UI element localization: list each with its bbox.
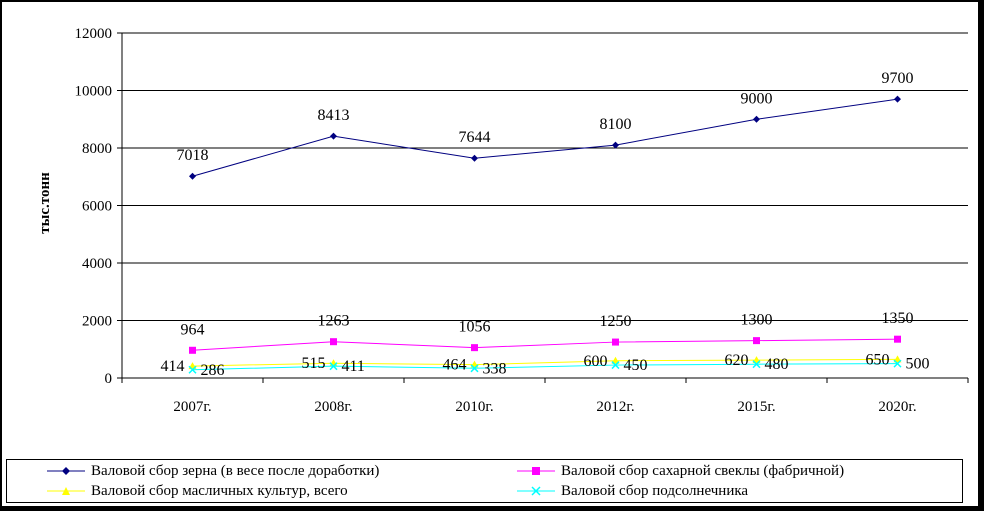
line-chart: 0 2000 4000 6000 8000 10000 12000 2007г. 2008г.… bbox=[37, 26, 969, 415]
data-label-sugar-beet: 1300 bbox=[741, 312, 773, 329]
data-point-grain bbox=[753, 115, 760, 123]
legend-label: Валовой сбор масличных культур, всего bbox=[91, 483, 348, 499]
x-tick-label: 2020г. bbox=[878, 399, 916, 415]
y-tick-label: 12000 bbox=[75, 26, 113, 42]
data-point-oilseeds bbox=[611, 356, 620, 364]
data-label-sunflower: 480 bbox=[765, 356, 789, 373]
x-tick-label: 2007г. bbox=[173, 399, 211, 415]
data-point-grain bbox=[894, 95, 901, 103]
series-lines bbox=[188, 95, 902, 374]
data-label-grain: 8413 bbox=[318, 107, 350, 124]
legend-marker-diamond-icon bbox=[47, 467, 85, 475]
data-point-sunflower bbox=[329, 362, 338, 371]
y-tick-label: 4000 bbox=[82, 256, 112, 272]
data-label-grain: 7018 bbox=[177, 147, 209, 164]
legend-label: Валовой сбор зерна (в весе после доработ… bbox=[91, 463, 380, 479]
gridlines bbox=[122, 32, 968, 379]
data-label-sunflower: 411 bbox=[342, 358, 365, 375]
y-axis-label: тыс.тонн bbox=[37, 172, 53, 234]
series-line-sunflower bbox=[192, 363, 898, 371]
data-label-oilseeds: 464 bbox=[443, 357, 467, 374]
data-point-sunflower bbox=[611, 361, 620, 370]
data-point-sugar-beet bbox=[894, 335, 901, 343]
y-tick-label: 0 bbox=[105, 371, 113, 387]
legend-label: Валовой сбор подсолнечника bbox=[561, 483, 749, 499]
legend-item-grain: Валовой сбор зерна (в весе после доработ… bbox=[47, 462, 379, 480]
series-line-grain bbox=[192, 98, 898, 177]
y-tick-label: 6000 bbox=[82, 199, 112, 215]
data-point-sunflower bbox=[893, 359, 902, 368]
data-point-sugar-beet bbox=[471, 344, 478, 352]
data-labels: 7018 8413 7644 8100 9000 9700 964 1263 1056 1250 1… bbox=[161, 70, 930, 379]
y-tick-label: 2000 bbox=[82, 314, 112, 330]
data-label-sunflower: 500 bbox=[906, 356, 930, 373]
data-point-grain bbox=[612, 141, 619, 149]
legend-marker-triangle-icon bbox=[47, 487, 85, 495]
data-point-sunflower bbox=[752, 360, 761, 369]
x-tick-label: 2010г. bbox=[455, 399, 493, 415]
y-tick-label: 8000 bbox=[82, 141, 112, 157]
data-label-sunflower: 286 bbox=[201, 362, 225, 379]
x-tick-label: 2012г. bbox=[596, 399, 634, 415]
series-line-sugar-beet bbox=[192, 338, 898, 351]
data-point-grain bbox=[471, 154, 478, 162]
data-label-oilseeds: 600 bbox=[584, 353, 608, 370]
data-label-sugar-beet: 1056 bbox=[459, 319, 491, 336]
data-point-sugar-beet bbox=[189, 346, 196, 354]
data-label-grain: 7644 bbox=[459, 129, 491, 146]
data-point-grain bbox=[330, 132, 337, 140]
data-point-sugar-beet bbox=[330, 338, 337, 346]
data-label-grain: 8100 bbox=[600, 116, 632, 133]
data-label-sunflower: 450 bbox=[624, 357, 648, 374]
data-point-sugar-beet bbox=[612, 338, 619, 346]
data-label-grain: 9000 bbox=[741, 90, 773, 107]
data-point-sugar-beet bbox=[753, 337, 760, 345]
data-label-grain: 9700 bbox=[882, 70, 914, 87]
data-label-sugar-beet: 1250 bbox=[600, 313, 632, 330]
data-point-sunflower bbox=[188, 365, 197, 374]
data-label-sugar-beet: 964 bbox=[181, 321, 205, 338]
chart-frame: 0 2000 4000 6000 8000 10000 12000 2007г. 2008г.… bbox=[2, 2, 978, 506]
x-axis-ticks: 2007г. 2008г. 2010г. 2012г. 2015г. 2020г. bbox=[121, 377, 969, 415]
legend-marker-x-icon bbox=[517, 486, 555, 496]
y-tick-label: 10000 bbox=[75, 84, 113, 100]
data-label-sunflower: 338 bbox=[483, 360, 507, 377]
series-line-oilseeds bbox=[192, 358, 898, 367]
data-point-sunflower bbox=[470, 364, 479, 373]
data-label-sugar-beet: 1263 bbox=[318, 313, 350, 330]
data-label-oilseeds: 650 bbox=[866, 351, 890, 368]
x-tick-label: 2008г. bbox=[314, 399, 352, 415]
data-label-oilseeds: 620 bbox=[725, 352, 749, 369]
legend-label: Валовой сбор сахарной свеклы (фабричной) bbox=[561, 463, 845, 479]
data-label-oilseeds: 414 bbox=[161, 358, 185, 375]
legend-item-oilseeds: Валовой сбор масличных культур, всего bbox=[47, 482, 348, 500]
data-point-oilseeds bbox=[893, 355, 902, 363]
legend-item-sugar-beet: Валовой сбор сахарной свеклы (фабричной) bbox=[517, 462, 844, 480]
data-label-oilseeds: 515 bbox=[302, 355, 326, 372]
y-axis-ticks: 0 2000 4000 6000 8000 10000 12000 bbox=[75, 26, 123, 387]
x-tick-label: 2015г. bbox=[737, 399, 775, 415]
legend-item-sunflower: Валовой сбор подсолнечника bbox=[517, 482, 748, 500]
data-point-grain bbox=[189, 172, 196, 180]
legend-marker-square-icon bbox=[517, 467, 555, 475]
legend: Валовой сбор зерна (в весе после доработ… bbox=[6, 459, 963, 503]
data-label-sugar-beet: 1350 bbox=[882, 310, 914, 327]
